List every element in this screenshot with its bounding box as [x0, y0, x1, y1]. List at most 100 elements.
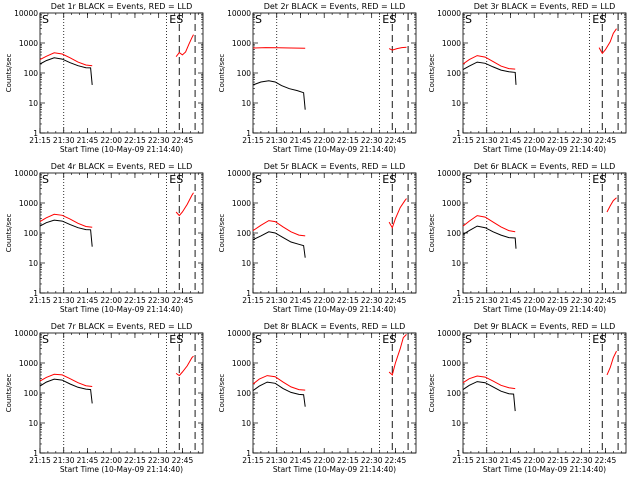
y-axis-label: Counts/sec [5, 54, 13, 93]
y-tick-label: 10 [451, 99, 461, 108]
y-tick-label: 1000 [232, 359, 251, 368]
x-tick-label: 22:15 [547, 136, 569, 145]
x-tick-label: 22:00 [523, 296, 545, 305]
x-axis-label: Start Time (10-May-09 21:14:40) [60, 145, 183, 154]
x-tick-label: 21:45 [77, 136, 99, 145]
x-tick-label: 22:45 [385, 456, 407, 465]
series-line-lld [388, 46, 407, 51]
series-line-events [252, 381, 306, 407]
panel-title: Det 2r BLACK = Events, RED = LLD [264, 2, 406, 11]
y-tick-label: 100 [24, 229, 39, 238]
x-tick-label: 22:15 [337, 296, 359, 305]
y-tick-label: 10000 [437, 169, 461, 178]
series-line-events [462, 381, 516, 412]
y-axis-label: Counts/sec [428, 214, 436, 253]
corner-marker-label: S [255, 13, 262, 26]
series-line-lld [39, 373, 93, 387]
y-tick-label: 10000 [227, 9, 251, 18]
x-tick-label: 22:45 [595, 296, 617, 305]
series-line-lld [252, 220, 306, 237]
detector-panel-4: Det 4r BLACK = Events, RED = LLD 1 10 100 10… [5, 162, 204, 314]
plot-frame [462, 172, 627, 294]
x-tick-label: 22:00 [100, 296, 122, 305]
detector-panel-1: Det 1r BLACK = Events, RED = LLD 1 10 100 10… [5, 2, 204, 154]
y-tick-label: 100 [237, 229, 252, 238]
x-tick-label: 21:15 [242, 296, 264, 305]
plot-frame [462, 12, 627, 134]
y-tick-label: 10 [451, 259, 461, 268]
series-line-events [252, 231, 306, 258]
y-tick-label: 100 [447, 69, 462, 78]
corner-marker-label: S [465, 173, 472, 186]
x-tick-label: 22:30 [148, 136, 170, 145]
series-line-lld [39, 213, 93, 228]
x-tick-label: 22:15 [547, 456, 569, 465]
series-line-lld [252, 47, 306, 49]
series-line-lld [388, 198, 407, 229]
x-tick-label: 22:45 [172, 456, 194, 465]
x-tick-label: 22:00 [313, 456, 335, 465]
panel-title: Det 9r BLACK = Events, RED = LLD [474, 322, 616, 331]
x-tick-label: 21:30 [53, 136, 75, 145]
x-tick-label: 21:15 [29, 136, 51, 145]
series-line-lld [462, 215, 516, 233]
corner-marker-label: S [465, 13, 472, 26]
series-line-lld [175, 355, 194, 377]
y-tick-label: 10 [241, 259, 251, 268]
x-tick-label: 22:15 [547, 296, 569, 305]
plot-frame [462, 332, 627, 454]
x-tick-label: 21:30 [266, 456, 288, 465]
region-marker-label: ES [382, 13, 396, 26]
y-tick-label: 100 [447, 229, 462, 238]
y-tick-label: 1000 [232, 39, 251, 48]
plot-frame [252, 172, 417, 294]
x-axis-label: Start Time (10-May-09 21:14:40) [60, 465, 183, 474]
series-line-events [462, 225, 517, 249]
y-tick-label: 1 [456, 289, 461, 298]
x-tick-label: 22:30 [148, 456, 170, 465]
y-tick-label: 100 [24, 69, 39, 78]
plot-frame [252, 332, 417, 454]
y-tick-label: 1 [456, 449, 461, 458]
series-line-lld [39, 52, 93, 67]
plot-frame [39, 172, 204, 294]
y-tick-label: 10 [28, 419, 38, 428]
x-tick-label: 22:00 [523, 136, 545, 145]
x-tick-label: 21:15 [452, 296, 474, 305]
x-tick-label: 21:45 [500, 296, 522, 305]
x-tick-label: 21:30 [476, 456, 498, 465]
x-tick-label: 22:00 [100, 136, 122, 145]
x-tick-label: 21:15 [242, 136, 264, 145]
y-tick-label: 1 [246, 129, 251, 138]
x-tick-label: 22:30 [571, 456, 593, 465]
x-axis-label: Start Time (10-May-09 21:14:40) [273, 465, 396, 474]
region-marker-label: ES [169, 13, 183, 26]
region-marker-label: ES [382, 333, 396, 346]
y-axis-label: Counts/sec [428, 54, 436, 93]
y-tick-label: 1 [246, 289, 251, 298]
series-line-lld [175, 34, 194, 58]
x-tick-label: 21:30 [476, 136, 498, 145]
y-tick-label: 1000 [19, 39, 38, 48]
x-tick-label: 22:30 [148, 296, 170, 305]
y-tick-label: 10 [451, 419, 461, 428]
y-tick-label: 10000 [437, 9, 461, 18]
y-tick-label: 1000 [19, 359, 38, 368]
corner-marker-label: S [255, 173, 262, 186]
x-tick-label: 21:45 [290, 296, 312, 305]
x-tick-label: 21:30 [476, 296, 498, 305]
x-tick-label: 21:15 [452, 136, 474, 145]
y-tick-label: 1000 [19, 199, 38, 208]
y-axis-label: Counts/sec [5, 214, 13, 253]
x-tick-label: 21:30 [53, 456, 75, 465]
y-axis-label: Counts/sec [428, 374, 436, 413]
series-line-events [462, 61, 517, 85]
y-tick-label: 1000 [442, 199, 461, 208]
x-tick-label: 22:30 [571, 296, 593, 305]
y-tick-label: 10000 [437, 329, 461, 338]
x-tick-label: 22:15 [337, 456, 359, 465]
x-tick-label: 21:45 [500, 136, 522, 145]
y-tick-label: 1 [456, 129, 461, 138]
x-tick-label: 22:00 [100, 456, 122, 465]
plot-frame [39, 12, 204, 134]
